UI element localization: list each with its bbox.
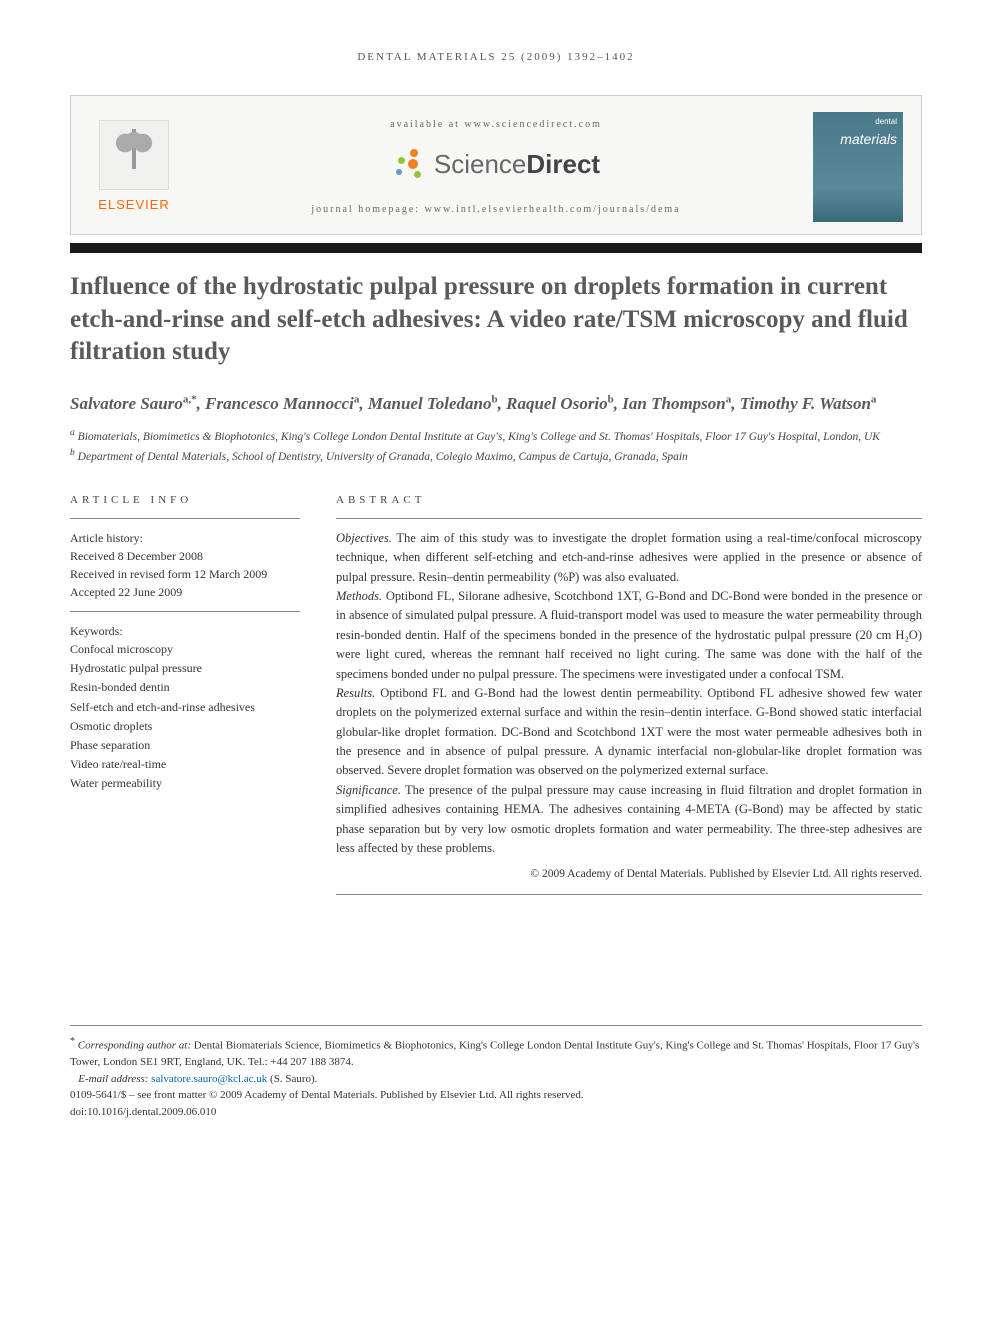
elsevier-tree-icon bbox=[99, 120, 169, 190]
cover-title-text: materials bbox=[840, 130, 897, 150]
keyword-item: Video rate/real-time bbox=[70, 755, 300, 774]
email-label: E-mail address: bbox=[78, 1073, 148, 1085]
doi-line: doi:10.1016/j.dental.2009.06.010 bbox=[70, 1104, 922, 1121]
email-line: E-mail address: salvatore.sauro@kcl.ac.u… bbox=[70, 1071, 922, 1088]
asterisk-icon: * bbox=[70, 1036, 75, 1047]
abstract-methods: Methods. Optibond FL, Silorane adhesive,… bbox=[336, 587, 922, 684]
journal-header-box: ELSEVIER available at www.sciencedirect.… bbox=[70, 95, 922, 235]
keywords-block: Keywords: Confocal microscopyHydrostatic… bbox=[70, 622, 300, 794]
history-label: Article history: bbox=[70, 529, 300, 547]
sciencedirect-dots-icon bbox=[392, 147, 426, 181]
author: Francesco Mannoccia bbox=[205, 394, 359, 413]
significance-text: The presence of the pulpal pressure may … bbox=[336, 783, 922, 855]
journal-cover-thumb: dental materials bbox=[813, 112, 903, 222]
running-head: DENTAL MATERIALS 25 (2009) 1392–1402 bbox=[70, 50, 922, 65]
keyword-item: Self-etch and etch-and-rinse adhesives bbox=[70, 698, 300, 717]
sciencedirect-wordmark: ScienceDirect bbox=[434, 146, 600, 182]
email-link[interactable]: salvatore.sauro@kcl.ac.uk bbox=[151, 1073, 267, 1085]
article-info-column: ARTICLE INFO Article history: Received 8… bbox=[70, 493, 300, 906]
keyword-item: Confocal microscopy bbox=[70, 640, 300, 659]
corresponding-author-note: * Corresponding author at: Dental Biomat… bbox=[70, 1034, 922, 1071]
article-info-heading: ARTICLE INFO bbox=[70, 493, 300, 508]
elsevier-logo-block: ELSEVIER bbox=[89, 120, 179, 214]
sd-word-light: Science bbox=[434, 149, 527, 179]
article-history: Article history: Received 8 December 200… bbox=[70, 529, 300, 601]
author: Timothy F. Watsona bbox=[740, 394, 877, 413]
article-title: Influence of the hydrostatic pulpal pres… bbox=[70, 271, 922, 369]
abstract-body: Objectives. The aim of this study was to… bbox=[336, 529, 922, 884]
author: Ian Thompsona bbox=[622, 394, 731, 413]
results-text: Optibond FL and G-Bond had the lowest de… bbox=[336, 686, 922, 778]
affiliation-a: a Biomaterials, Biomimetics & Biophotoni… bbox=[70, 426, 922, 446]
keywords-list: Confocal microscopyHydrostatic pulpal pr… bbox=[70, 640, 300, 794]
abstract-significance: Significance. The presence of the pulpal… bbox=[336, 781, 922, 859]
author: Salvatore Sauroa,* bbox=[70, 394, 197, 413]
history-accepted: Accepted 22 June 2009 bbox=[70, 583, 300, 601]
author: Raquel Osoriob bbox=[506, 394, 614, 413]
keyword-item: Resin-bonded dentin bbox=[70, 678, 300, 697]
header-center: available at www.sciencedirect.com Scien… bbox=[199, 118, 793, 216]
info-abstract-columns: ARTICLE INFO Article history: Received 8… bbox=[70, 493, 922, 906]
keyword-item: Osmotic droplets bbox=[70, 717, 300, 736]
keyword-item: Hydrostatic pulpal pressure bbox=[70, 659, 300, 678]
email-attrib: (S. Sauro). bbox=[270, 1073, 317, 1085]
abstract-heading: ABSTRACT bbox=[336, 493, 922, 508]
results-label: Results. bbox=[336, 686, 375, 700]
abstract-rule-top bbox=[336, 518, 922, 519]
methods-text: Optibond FL, Silorane adhesive, Scotchbo… bbox=[336, 589, 922, 681]
info-rule-2 bbox=[70, 611, 300, 612]
page-root: DENTAL MATERIALS 25 (2009) 1392–1402 ELS… bbox=[0, 0, 992, 1160]
abstract-copyright: © 2009 Academy of Dental Materials. Publ… bbox=[336, 866, 922, 884]
info-rule-1 bbox=[70, 518, 300, 519]
keywords-label: Keywords: bbox=[70, 622, 300, 640]
affiliations: a Biomaterials, Biomimetics & Biophotoni… bbox=[70, 426, 922, 466]
objectives-label: Objectives. bbox=[336, 531, 392, 545]
objectives-text: The aim of this study was to investigate… bbox=[336, 531, 922, 584]
available-at-line: available at www.sciencedirect.com bbox=[199, 118, 793, 132]
sciencedirect-logo: ScienceDirect bbox=[392, 146, 600, 182]
abstract-results: Results. Optibond FL and G-Bond had the … bbox=[336, 684, 922, 781]
history-revised: Received in revised form 12 March 2009 bbox=[70, 565, 300, 583]
issn-line: 0109-5641/$ – see front matter © 2009 Ac… bbox=[70, 1087, 922, 1104]
corresponding-text: Dental Biomaterials Science, Biomimetics… bbox=[70, 1040, 919, 1069]
affiliation-b: b Department of Dental Materials, School… bbox=[70, 446, 922, 466]
keyword-item: Phase separation bbox=[70, 736, 300, 755]
author: Manuel Toledanob bbox=[368, 394, 498, 413]
significance-label: Significance. bbox=[336, 783, 401, 797]
elsevier-wordmark: ELSEVIER bbox=[89, 196, 179, 214]
corresponding-label: Corresponding author at: bbox=[78, 1040, 191, 1052]
abstract-rule-bottom bbox=[336, 894, 922, 895]
methods-label: Methods. bbox=[336, 589, 382, 603]
author-list: Salvatore Sauroa,*, Francesco Mannoccia,… bbox=[70, 391, 922, 417]
abstract-objectives: Objectives. The aim of this study was to… bbox=[336, 529, 922, 587]
journal-homepage-line: journal homepage: www.intl.elsevierhealt… bbox=[199, 203, 793, 217]
cover-small-text: dental bbox=[875, 116, 897, 127]
keyword-item: Water permeability bbox=[70, 774, 300, 793]
history-received: Received 8 December 2008 bbox=[70, 547, 300, 565]
sd-word-bold: Direct bbox=[526, 149, 600, 179]
footnotes: * Corresponding author at: Dental Biomat… bbox=[70, 1025, 922, 1120]
title-top-bar bbox=[70, 243, 922, 253]
abstract-column: ABSTRACT Objectives. The aim of this stu… bbox=[336, 493, 922, 906]
